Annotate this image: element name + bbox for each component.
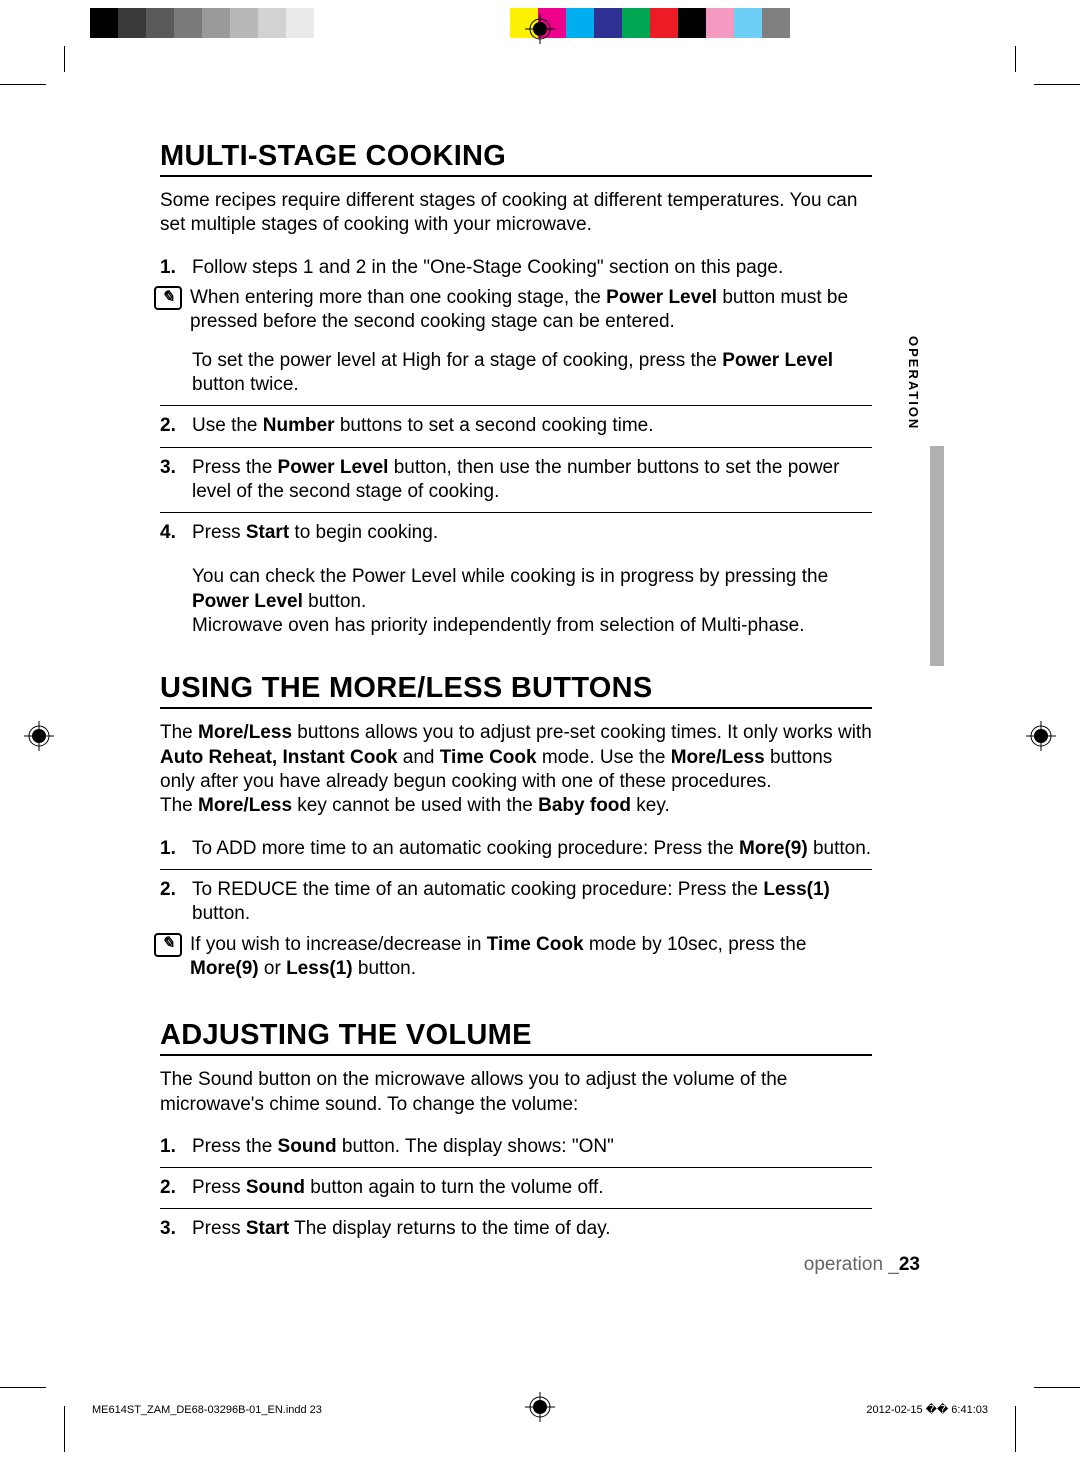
steps-volume: 1.Press the Sound button. The display sh… (160, 1127, 872, 1250)
steps-more-less: 1.To ADD more time to an automatic cooki… (160, 829, 872, 990)
color-swatch (314, 8, 342, 38)
step-number: 3. (160, 456, 192, 505)
step-body: Press Start to begin cooking.You can che… (192, 521, 872, 638)
step: 4.Press Start to begin cooking.You can c… (160, 513, 872, 646)
print-timestamp: 2012-02-15 �� 6:41:03 (866, 1403, 988, 1416)
step: 2.Use the Number buttons to set a second… (160, 406, 872, 447)
step: 1.Follow steps 1 and 2 in the "One-Stage… (160, 248, 872, 407)
color-swatch (258, 8, 286, 38)
color-swatch (706, 8, 734, 38)
heading-more-less: USING THE MORE/LESS BUTTONS (160, 672, 872, 709)
color-swatch (342, 8, 370, 38)
note-icon: ✎ (154, 286, 182, 310)
step-number: 2. (160, 414, 192, 438)
step-body: To ADD more time to an automatic cooking… (192, 837, 872, 861)
step-tail: Microwave oven has priority independentl… (192, 614, 872, 638)
color-swatch (734, 8, 762, 38)
color-calibration-bar (90, 8, 790, 38)
intro-more-less-b: The More/Less key cannot be used with th… (160, 794, 872, 818)
intro-more-less-a: The More/Less buttons allows you to adju… (160, 721, 872, 794)
registration-mark-top (525, 14, 555, 44)
crop-mark (64, 1406, 65, 1452)
step-body: To REDUCE the time of an automatic cooki… (192, 878, 872, 981)
step-body: Use the Number buttons to set a second c… (192, 414, 872, 438)
step-number: 1. (160, 1135, 192, 1159)
registration-mark-bottom (525, 1392, 555, 1422)
color-swatch (678, 8, 706, 38)
heading-multi-stage: MULTI-STAGE COOKING (160, 140, 872, 177)
color-swatch (146, 8, 174, 38)
step-number: 1. (160, 837, 192, 861)
crop-mark (0, 84, 46, 85)
step: 3.Press Start The display returns to the… (160, 1209, 872, 1249)
step-body: Press Sound button again to turn the vol… (192, 1176, 872, 1200)
color-swatch (594, 8, 622, 38)
color-swatch (118, 8, 146, 38)
step: 2.To REDUCE the time of an automatic coo… (160, 870, 872, 989)
color-swatch (622, 8, 650, 38)
step: 2.Press Sound button again to turn the v… (160, 1168, 872, 1209)
footer-section: operation _ (804, 1254, 899, 1275)
step-number: 2. (160, 878, 192, 981)
color-swatch (426, 8, 454, 38)
page-content: MULTI-STAGE COOKING Some recipes require… (160, 140, 872, 1250)
heading-volume: ADJUSTING THE VOLUME (160, 1019, 872, 1056)
note-icon: ✎ (154, 933, 182, 957)
section-tab-bar (930, 446, 944, 666)
crop-mark (1034, 1387, 1080, 1388)
step: 1.To ADD more time to an automatic cooki… (160, 829, 872, 870)
section-tab-label: OPERATION (906, 336, 921, 430)
color-swatch (762, 8, 790, 38)
registration-mark-left (24, 721, 54, 751)
crop-mark (1015, 1406, 1016, 1452)
step-number: 3. (160, 1217, 192, 1241)
step-number: 2. (160, 1176, 192, 1200)
crop-mark (64, 46, 65, 72)
print-file-info: ME614ST_ZAM_DE68-03296B-01_EN.indd 23 (92, 1404, 322, 1416)
step: 3.Press the Power Level button, then use… (160, 448, 872, 514)
color-swatch (398, 8, 426, 38)
section-tab: OPERATION (906, 336, 926, 656)
step-body: Follow steps 1 and 2 in the "One-Stage C… (192, 256, 872, 398)
step-body: Press the Sound button. The display show… (192, 1135, 872, 1159)
note-text: When entering more than one cooking stag… (190, 286, 872, 335)
step: 1.Press the Sound button. The display sh… (160, 1127, 872, 1168)
color-swatch (370, 8, 398, 38)
steps-multi-stage: 1.Follow steps 1 and 2 in the "One-Stage… (160, 248, 872, 647)
note-text: If you wish to increase/decrease in Time… (190, 933, 872, 982)
crop-mark (1034, 84, 1080, 85)
color-swatch (174, 8, 202, 38)
color-swatch (202, 8, 230, 38)
crop-mark (0, 1387, 46, 1388)
color-swatch (454, 8, 482, 38)
color-swatch (482, 8, 510, 38)
note-text: To set the power level at High for a sta… (192, 349, 872, 398)
page-footer: operation _23 (804, 1254, 920, 1276)
color-swatch (566, 8, 594, 38)
color-swatch (90, 8, 118, 38)
step-number: 1. (160, 256, 192, 398)
crop-mark (1015, 46, 1016, 72)
color-swatch (286, 8, 314, 38)
step-number: 4. (160, 521, 192, 638)
registration-mark-right (1026, 721, 1056, 751)
color-swatch (230, 8, 258, 38)
intro-volume: The Sound button on the microwave allows… (160, 1068, 872, 1117)
step-tail: You can check the Power Level while cook… (192, 565, 872, 614)
step-body: Press Start The display returns to the t… (192, 1217, 872, 1241)
color-swatch (650, 8, 678, 38)
intro-multi-stage: Some recipes require different stages of… (160, 189, 872, 238)
footer-page-number: 23 (899, 1254, 920, 1275)
step-body: Press the Power Level button, then use t… (192, 456, 872, 505)
